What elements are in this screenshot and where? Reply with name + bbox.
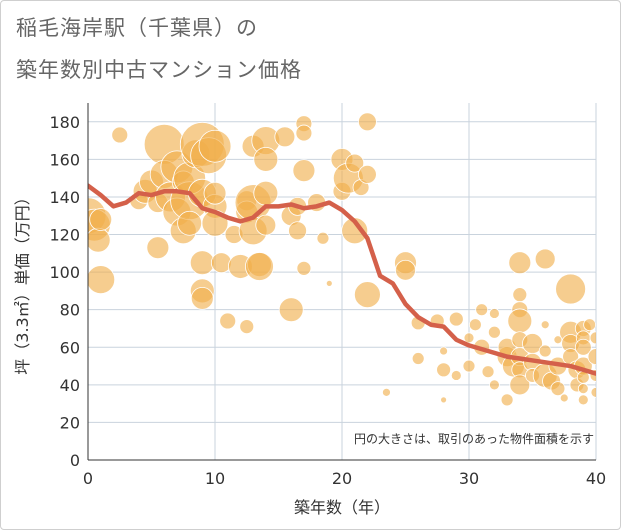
data-bubble [253, 180, 279, 206]
data-bubble [89, 208, 113, 231]
data-bubble [210, 252, 232, 274]
data-bubble [540, 320, 550, 330]
data-bubble [295, 124, 313, 142]
data-bubble [448, 311, 464, 327]
data-bubble [219, 312, 237, 330]
data-bubble [288, 221, 307, 241]
data-bubble [507, 308, 533, 334]
data-bubble [574, 338, 592, 356]
data-bubble [487, 325, 501, 339]
y-tick-label: 20 [60, 413, 80, 432]
y-tick-label: 60 [60, 338, 80, 357]
data-bubble [534, 248, 556, 270]
data-bubble [111, 126, 129, 144]
data-bubble [509, 374, 531, 396]
data-bubble [239, 319, 255, 334]
data-bubble [274, 126, 296, 148]
data-bubble [590, 386, 596, 398]
data-bubble [589, 331, 596, 345]
data-bubble [88, 227, 111, 253]
data-bubble [395, 259, 416, 281]
data-bubble [577, 383, 589, 395]
axes: 0 20 40 60 80 100 120 140 160 180 0 10 20 30 40 [49, 103, 606, 488]
data-bubble [325, 279, 333, 287]
data-bubble [255, 214, 277, 236]
y-axis-label: 坪（3.3㎡）単価（万円） [13, 189, 32, 374]
data-bubble [462, 359, 476, 373]
x-axis-label: 築年数（年） [294, 498, 390, 517]
data-bubble [559, 393, 569, 403]
data-bubble [198, 129, 232, 163]
data-bubble [500, 393, 514, 407]
data-bubble [463, 332, 475, 344]
data-bubble [553, 335, 563, 345]
data-bubble [583, 318, 596, 332]
bubble-size-note: 円の大きさは、取引のあった物件面積を示す [354, 431, 594, 446]
trend-line-group [88, 183, 596, 376]
data-bubble [475, 303, 489, 317]
x-tick-label: 20 [332, 469, 352, 488]
chart-title-line1: 稲毛海岸駅（千葉県）の [16, 16, 258, 40]
data-bubble [316, 231, 330, 245]
y-tick-label: 140 [49, 188, 80, 207]
data-bubble [190, 287, 214, 310]
data-bubble [488, 308, 500, 319]
x-tick-label: 30 [459, 469, 479, 488]
y-tick-label: 0 [70, 451, 80, 470]
data-bubble [296, 260, 312, 276]
data-bubble [481, 365, 495, 379]
data-bubble [341, 217, 369, 245]
trend-line [88, 183, 596, 376]
x-tick-label: 40 [586, 469, 606, 488]
data-bubble [278, 297, 304, 323]
data-bubble [550, 381, 566, 397]
data-bubble [345, 153, 365, 173]
data-bubble [587, 348, 596, 366]
data-bubble [203, 181, 227, 205]
y-tick-label: 180 [49, 113, 80, 132]
data-bubble [357, 112, 377, 132]
data-bubble [146, 236, 170, 260]
chart-title-line2: 築年数別中古マンション価格 [16, 58, 302, 82]
data-bubble [292, 159, 316, 183]
data-bubble [512, 287, 528, 303]
data-bubble [440, 396, 448, 404]
x-tick-label: 0 [83, 469, 93, 488]
data-bubble [577, 394, 589, 406]
data-bubble [468, 318, 482, 332]
data-bubble [411, 352, 425, 365]
data-bubble [450, 370, 462, 381]
y-tick-label: 120 [49, 226, 80, 245]
data-bubble [538, 344, 552, 358]
data-bubble [382, 387, 391, 397]
y-tick-label: 40 [60, 376, 80, 395]
data-bubble [189, 250, 215, 276]
data-bubble [245, 252, 274, 281]
y-tick-label: 160 [49, 150, 80, 169]
y-tick-label: 80 [60, 301, 80, 320]
x-tick-label: 10 [205, 469, 225, 488]
data-bubble [555, 273, 586, 305]
data-bubble [436, 362, 452, 378]
data-bubble [177, 210, 203, 236]
data-bubble [253, 146, 279, 172]
bubbles [88, 112, 596, 407]
y-tick-label: 100 [49, 263, 80, 282]
data-bubble [439, 346, 449, 356]
data-bubble [508, 251, 532, 275]
data-bubble [353, 281, 381, 309]
data-bubble [88, 265, 116, 295]
data-bubble [488, 379, 500, 391]
data-bubble [357, 164, 377, 184]
